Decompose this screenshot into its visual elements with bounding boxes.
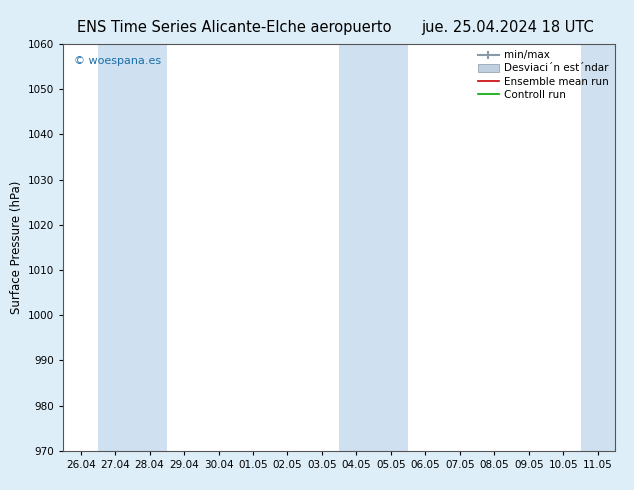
Y-axis label: Surface Pressure (hPa): Surface Pressure (hPa): [10, 181, 23, 314]
Text: © woespana.es: © woespana.es: [74, 56, 162, 66]
Legend: min/max, Desviaci´n est´ndar, Ensemble mean run, Controll run: min/max, Desviaci´n est´ndar, Ensemble m…: [474, 46, 613, 104]
Bar: [581, 44, 615, 451]
Text: ENS Time Series Alicante-Elche aeropuerto: ENS Time Series Alicante-Elche aeropuert…: [77, 20, 392, 35]
Text: jue. 25.04.2024 18 UTC: jue. 25.04.2024 18 UTC: [421, 20, 593, 35]
Bar: [339, 44, 408, 451]
Bar: [98, 44, 167, 451]
